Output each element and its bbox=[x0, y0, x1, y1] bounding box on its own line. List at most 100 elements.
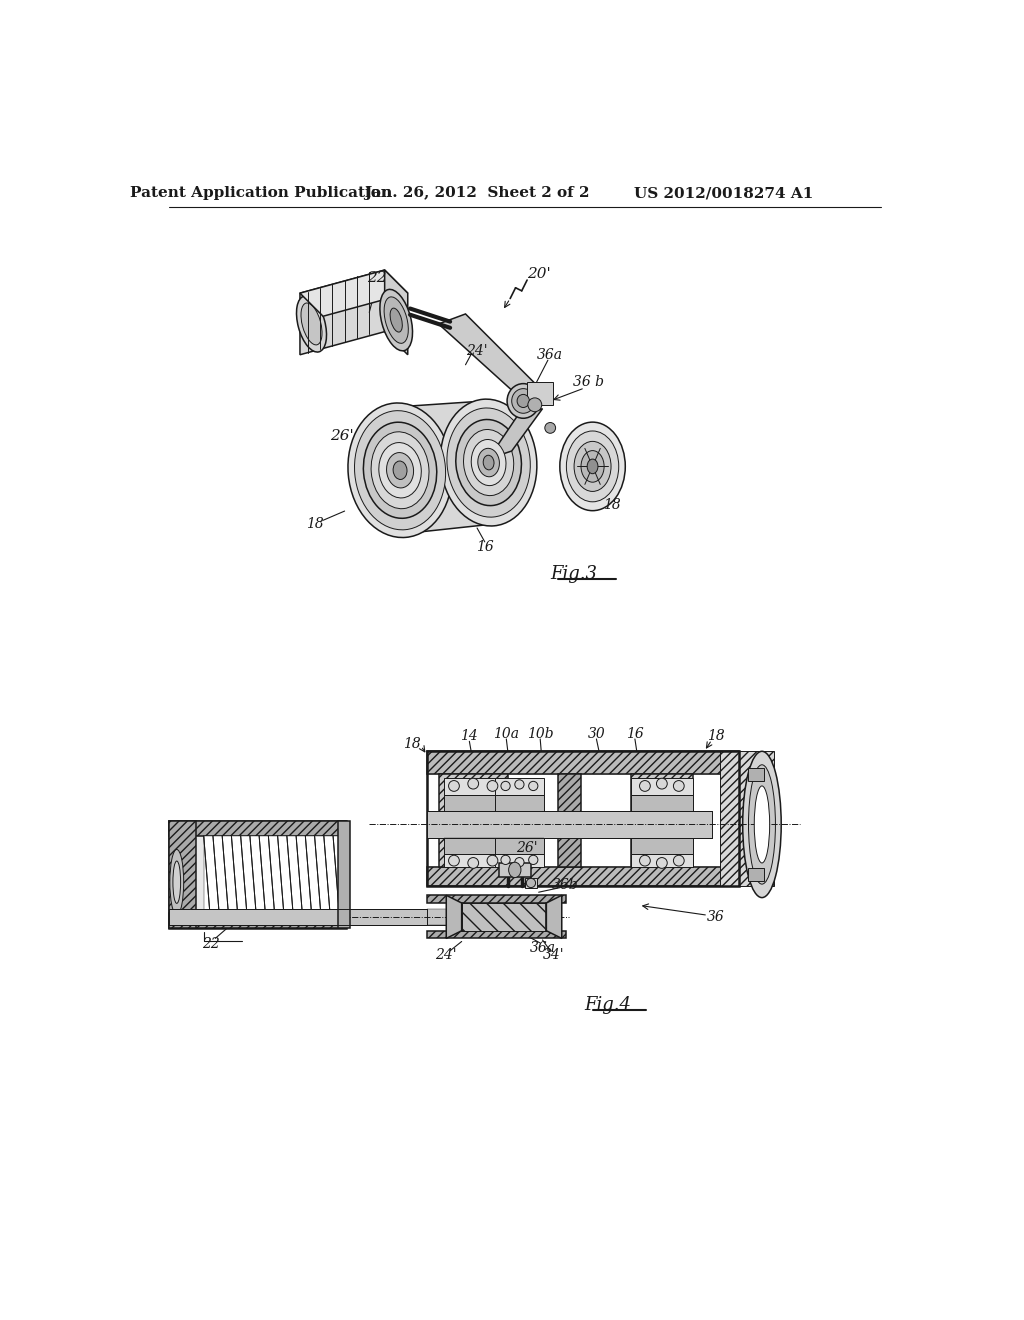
Polygon shape bbox=[495, 854, 544, 867]
Polygon shape bbox=[427, 909, 554, 924]
Ellipse shape bbox=[468, 779, 478, 789]
Text: 36b: 36b bbox=[552, 878, 579, 891]
Text: 26': 26' bbox=[516, 841, 538, 854]
Text: 30: 30 bbox=[588, 726, 605, 741]
Text: 10b: 10b bbox=[527, 726, 554, 741]
Text: 16: 16 bbox=[476, 540, 494, 554]
Polygon shape bbox=[495, 779, 544, 795]
Polygon shape bbox=[631, 775, 692, 867]
Ellipse shape bbox=[173, 861, 180, 903]
Ellipse shape bbox=[471, 440, 506, 486]
Polygon shape bbox=[547, 895, 562, 939]
Text: 22: 22 bbox=[368, 271, 387, 285]
Polygon shape bbox=[427, 751, 739, 775]
Text: Patent Application Publication: Patent Application Publication bbox=[130, 186, 392, 201]
Ellipse shape bbox=[301, 304, 322, 345]
Text: 10a: 10a bbox=[494, 726, 519, 741]
Polygon shape bbox=[444, 854, 503, 867]
Ellipse shape bbox=[742, 751, 781, 898]
Polygon shape bbox=[488, 409, 543, 459]
Ellipse shape bbox=[566, 432, 618, 502]
Ellipse shape bbox=[379, 442, 421, 498]
Ellipse shape bbox=[587, 459, 598, 474]
Polygon shape bbox=[631, 838, 692, 854]
Ellipse shape bbox=[640, 855, 650, 866]
Polygon shape bbox=[427, 931, 565, 939]
Ellipse shape bbox=[446, 408, 530, 517]
Ellipse shape bbox=[509, 862, 521, 878]
Ellipse shape bbox=[393, 461, 407, 479]
Polygon shape bbox=[339, 821, 350, 928]
Polygon shape bbox=[169, 821, 346, 928]
Ellipse shape bbox=[487, 855, 498, 866]
Text: 36 b: 36 b bbox=[573, 375, 604, 388]
Polygon shape bbox=[427, 810, 712, 838]
Polygon shape bbox=[300, 271, 385, 355]
Text: 36a: 36a bbox=[529, 941, 555, 954]
Ellipse shape bbox=[528, 397, 542, 412]
Ellipse shape bbox=[674, 855, 684, 866]
Ellipse shape bbox=[528, 781, 538, 791]
Polygon shape bbox=[558, 775, 581, 867]
Polygon shape bbox=[444, 795, 503, 810]
Text: 20': 20' bbox=[526, 267, 551, 281]
Ellipse shape bbox=[380, 289, 413, 351]
Ellipse shape bbox=[515, 780, 524, 789]
Text: Fig.4: Fig.4 bbox=[585, 997, 632, 1014]
Ellipse shape bbox=[440, 399, 537, 525]
Polygon shape bbox=[720, 751, 773, 886]
Polygon shape bbox=[346, 909, 427, 924]
Polygon shape bbox=[631, 779, 692, 795]
Ellipse shape bbox=[483, 455, 494, 470]
Text: 18: 18 bbox=[603, 498, 621, 512]
Ellipse shape bbox=[478, 449, 500, 477]
Ellipse shape bbox=[526, 878, 536, 887]
Ellipse shape bbox=[640, 780, 650, 792]
Ellipse shape bbox=[512, 388, 535, 413]
Ellipse shape bbox=[501, 781, 510, 791]
Ellipse shape bbox=[501, 855, 510, 865]
Ellipse shape bbox=[674, 780, 684, 792]
Ellipse shape bbox=[749, 764, 775, 884]
Polygon shape bbox=[169, 909, 346, 924]
Ellipse shape bbox=[449, 855, 460, 866]
Polygon shape bbox=[438, 314, 539, 397]
Ellipse shape bbox=[386, 453, 414, 488]
Ellipse shape bbox=[581, 450, 604, 482]
Text: Jan. 26, 2012  Sheet 2 of 2: Jan. 26, 2012 Sheet 2 of 2 bbox=[365, 186, 590, 201]
Polygon shape bbox=[749, 768, 764, 780]
Polygon shape bbox=[385, 271, 408, 355]
Text: 18: 18 bbox=[707, 729, 725, 743]
Ellipse shape bbox=[384, 297, 409, 343]
Ellipse shape bbox=[449, 780, 460, 792]
Text: 26': 26' bbox=[331, 429, 354, 442]
Ellipse shape bbox=[170, 850, 183, 915]
Polygon shape bbox=[444, 838, 503, 854]
Ellipse shape bbox=[515, 858, 524, 867]
Ellipse shape bbox=[371, 432, 429, 508]
Polygon shape bbox=[631, 854, 692, 867]
Polygon shape bbox=[527, 381, 553, 405]
Ellipse shape bbox=[464, 429, 514, 495]
Polygon shape bbox=[499, 863, 531, 876]
Polygon shape bbox=[495, 795, 544, 810]
Polygon shape bbox=[495, 838, 544, 854]
Text: 24': 24' bbox=[435, 948, 457, 962]
Ellipse shape bbox=[364, 422, 437, 519]
Text: 34': 34' bbox=[544, 948, 565, 962]
Polygon shape bbox=[438, 775, 508, 867]
Polygon shape bbox=[631, 795, 692, 810]
Polygon shape bbox=[394, 401, 493, 533]
Polygon shape bbox=[444, 779, 503, 795]
Ellipse shape bbox=[656, 779, 668, 789]
Ellipse shape bbox=[656, 858, 668, 869]
Text: 22: 22 bbox=[203, 937, 220, 950]
Polygon shape bbox=[169, 913, 346, 928]
Text: US 2012/0018274 A1: US 2012/0018274 A1 bbox=[634, 186, 813, 201]
Text: 14: 14 bbox=[461, 729, 478, 743]
Ellipse shape bbox=[348, 403, 453, 537]
Polygon shape bbox=[169, 821, 346, 836]
Text: 18: 18 bbox=[306, 517, 325, 531]
Ellipse shape bbox=[507, 384, 540, 418]
Polygon shape bbox=[427, 867, 739, 886]
